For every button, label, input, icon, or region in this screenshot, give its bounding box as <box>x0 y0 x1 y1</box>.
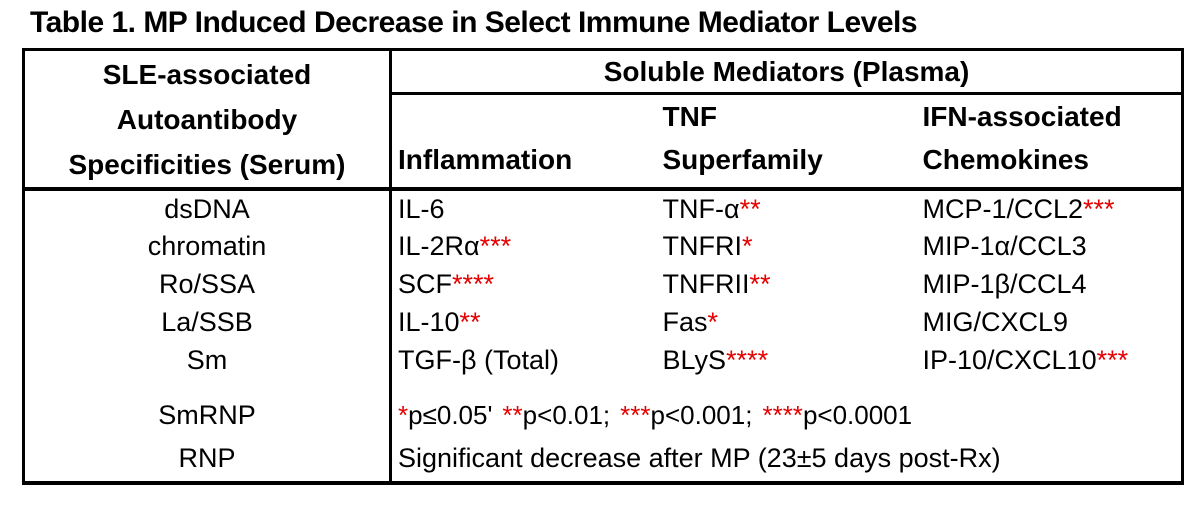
autoantibody-lassb: La/SSB <box>23 303 392 341</box>
significance-stars: **** <box>726 344 769 375</box>
significance-stars: **** <box>452 268 495 299</box>
mediator-tnfrii: TNFRII** <box>657 265 917 303</box>
left-header-line-1: SLE-associated <box>102 58 312 90</box>
autoantibody-dsdna: dsDNA <box>23 189 392 227</box>
mediator-tnfri: TNFRI* <box>657 227 917 265</box>
mediator-label: BLyS <box>662 344 727 375</box>
significance-stars: ** <box>502 400 523 430</box>
significance-stars: *** <box>620 400 651 430</box>
left-header-cell: SLE-associated Autoantibody Specificitie… <box>23 49 392 191</box>
autoantibody-smrnp: SmRNP <box>23 379 392 435</box>
subheader-tnf-superfamily: TNF Superfamily <box>656 93 917 191</box>
mediator-label: TNFRII <box>662 268 750 299</box>
autoantibody-rnp: RNP <box>23 435 392 483</box>
mediator-label: IL-2Rα <box>398 230 480 261</box>
mediator-label: MIP-1α/CCL3 <box>922 230 1087 261</box>
significance-stars: *** <box>1083 193 1115 224</box>
subheader-ifn-line1: IFN-associated <box>922 101 1122 132</box>
note-footnote: Significant decrease after MP (23±5 days… <box>398 442 1001 473</box>
significance-stars: ** <box>459 306 481 337</box>
table-row: chromatin IL-2Rα*** TNFRI* MIP-1α/CCL3 <box>23 227 1183 265</box>
left-header-line-2: Autoantibody <box>116 103 298 135</box>
autoantibody-rossa: Ro/SSA <box>23 265 392 303</box>
mediator-label: TNFRI <box>662 230 742 261</box>
significance-stars: * <box>707 306 719 337</box>
mediator-fas: Fas* <box>657 303 917 341</box>
mediator-label: SCF <box>398 268 452 299</box>
significance-stars: ** <box>739 193 761 224</box>
mediator-scf: SCF**** <box>391 265 657 303</box>
significance-text: p<0.01; <box>522 400 611 430</box>
table-row: SmRNP *p≤0.05' **p<0.01; ***p<0.001; ****p<… <box>23 379 1183 435</box>
subheader-tnf-line1: TNF <box>662 101 717 132</box>
autoantibody-sm: Sm <box>23 341 392 379</box>
significance-key-1: *p≤0.05' <box>398 400 492 430</box>
mediator-tnf-alpha: TNF-α** <box>657 189 917 227</box>
mediator-label: MCP-1/CCL2 <box>922 193 1084 224</box>
table-row: Sm TGF-β (Total) BLyS**** IP-10/CXCL10**… <box>23 341 1183 379</box>
mediator-label: IP-10/CXCL10 <box>922 344 1097 375</box>
subheader-tnf-line2: Superfamily <box>662 144 823 175</box>
table-row: Ro/SSA SCF**** TNFRII** MIP-1β/CCL4 <box>23 265 1183 303</box>
mediator-il2ra: IL-2Rα*** <box>391 227 657 265</box>
mediator-label: Fas <box>662 306 708 337</box>
mediator-tgfb: TGF-β (Total) <box>391 341 657 379</box>
subheader-ifn-chemokines: IFN-associated Chemokines <box>916 93 1183 191</box>
mediator-mip1a: MIP-1α/CCL3 <box>917 227 1183 265</box>
table-row: RNP Significant decrease after MP (23±5 … <box>23 435 1183 483</box>
mediator-label: TNF-α <box>662 193 740 224</box>
mediator-mig: MIG/CXCL9 <box>917 303 1183 341</box>
significance-footnote: *p≤0.05' **p<0.01; ***p<0.001; ****p<0.0001 <box>391 379 1183 435</box>
significance-key-4: ****p<0.0001 <box>762 400 912 430</box>
significance-key-3: ***p<0.001; <box>620 400 752 430</box>
mediator-mip1b: MIP-1β/CCL4 <box>917 265 1183 303</box>
mediator-blys: BLyS**** <box>657 341 917 379</box>
table-row: La/SSB IL-10** Fas* MIG/CXCL9 <box>23 303 1183 341</box>
significance-stars: *** <box>479 230 512 261</box>
mediator-label: IL-6 <box>398 193 445 224</box>
significance-text: p≤0.05' <box>408 400 493 430</box>
mediator-il6: IL-6 <box>391 189 657 227</box>
mediator-table: SLE-associated Autoantibody Specificitie… <box>22 48 1185 485</box>
significance-stars: *** <box>1096 344 1129 375</box>
left-header-line-3: Specificities (Serum) <box>68 148 346 180</box>
mediator-label: MIG/CXCL9 <box>922 306 1069 337</box>
significance-text: p<0.0001 <box>802 400 913 430</box>
subheader-inflammation-line2: Inflammation <box>398 144 573 175</box>
mediator-ip10: IP-10/CXCL10*** <box>917 341 1183 379</box>
mediator-il10: IL-10** <box>391 303 657 341</box>
mediator-label: IL-10 <box>398 306 460 337</box>
autoantibody-chromatin: chromatin <box>23 227 392 265</box>
mediator-mcp1: MCP-1/CCL2*** <box>917 189 1183 227</box>
significance-stars: * <box>398 400 409 430</box>
significance-stars: ** <box>749 268 771 299</box>
significance-stars: * <box>741 230 753 261</box>
subheader-ifn-line2: Chemokines <box>922 144 1090 175</box>
mediator-label: MIP-1β/CCL4 <box>922 268 1087 299</box>
subheader-inflammation: Inflammation <box>390 93 657 191</box>
mediator-label: TGF-β (Total) <box>398 344 560 375</box>
significance-text: p<0.001; <box>650 400 753 430</box>
table-row: dsDNA IL-6 TNF-α** MCP-1/CCL2*** <box>23 189 1183 227</box>
significance-stars: **** <box>762 400 803 430</box>
soluble-mediators-header: Soluble Mediators (Plasma) <box>390 49 1183 95</box>
significance-key-2: **p<0.01; <box>502 400 610 430</box>
page-title: Table 1. MP Induced Decrease in Select I… <box>30 6 918 39</box>
